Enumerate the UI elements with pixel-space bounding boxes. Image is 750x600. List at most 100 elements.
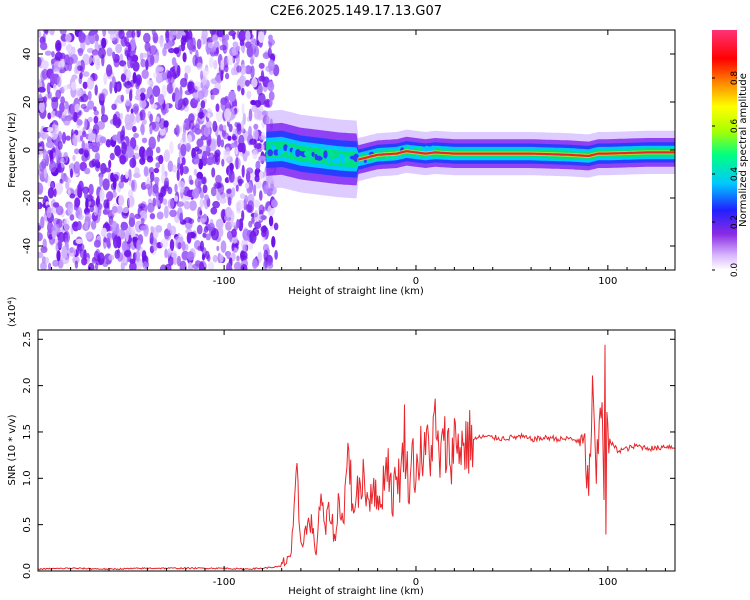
noise-speckle	[101, 227, 107, 236]
noise-speckle	[258, 62, 265, 69]
noise-speckle	[38, 56, 42, 67]
noise-speckle	[248, 220, 253, 228]
noise-speckle	[44, 50, 52, 56]
noise-speckle	[254, 175, 260, 183]
y-tick-label: 0.0	[22, 563, 33, 579]
noise-speckle	[80, 103, 87, 109]
snr-x-ticks: -100 0 100	[50, 330, 666, 588]
noise-speckle	[109, 81, 113, 94]
noise-speckle	[102, 209, 108, 215]
noise-speckle	[159, 264, 168, 270]
noise-speckle	[77, 65, 83, 72]
noise-speckle	[167, 222, 172, 231]
noise-speckle	[55, 89, 62, 100]
noise-speckle	[125, 87, 130, 95]
noise-speckle	[87, 90, 92, 101]
noise-speckle	[169, 209, 177, 218]
x-tick-label: 0	[413, 577, 419, 588]
signal-blob	[326, 156, 331, 164]
noise-speckle	[46, 206, 52, 219]
noise-speckle	[169, 225, 177, 236]
noise-speckle	[47, 175, 51, 187]
noise-speckle	[65, 135, 71, 141]
noise-speckle	[240, 120, 244, 133]
colorbar-ticks: 0.0 0.2 0.4 0.6 0.8	[712, 71, 740, 277]
noise-speckle	[241, 164, 245, 178]
noise-speckle	[141, 52, 148, 58]
noise-speckle	[75, 238, 83, 244]
y-tick-label: 1.0	[22, 470, 33, 486]
noise-speckle	[180, 143, 187, 157]
noise-speckle	[228, 123, 233, 133]
colorbar-tick-label: 0.2	[730, 215, 740, 229]
noise-speckle	[91, 49, 99, 57]
noise-speckle	[214, 150, 217, 158]
noise-speckle	[92, 128, 97, 134]
noise-speckle	[79, 72, 83, 80]
noise-speckle	[227, 232, 233, 241]
noise-speckle	[252, 128, 259, 141]
noise-speckle	[69, 214, 75, 221]
noise-speckle	[194, 158, 200, 165]
noise-speckle	[187, 261, 193, 270]
noise-speckle	[229, 162, 234, 171]
noise-speckle	[196, 38, 202, 50]
noise-speckle	[254, 108, 261, 120]
noise-speckle	[221, 158, 225, 167]
noise-speckle	[86, 76, 95, 90]
noise-speckle	[71, 74, 78, 80]
noise-speckle	[41, 60, 49, 70]
noise-speckle	[99, 174, 103, 188]
x-tick-label: 100	[598, 577, 617, 588]
noise-speckle	[254, 221, 262, 229]
noise-speckle	[121, 240, 128, 253]
noise-speckle	[94, 41, 99, 52]
noise-speckle	[77, 186, 83, 199]
noise-speckle	[93, 115, 99, 124]
noise-speckle	[66, 56, 74, 66]
noise-speckle	[227, 196, 232, 206]
noise-speckle	[181, 241, 186, 251]
colorbar-tick-label: 0.4	[730, 167, 740, 182]
noise-speckle	[40, 216, 45, 229]
noise-speckle	[196, 62, 203, 70]
x-tick-label: -100	[213, 577, 236, 588]
noise-speckle	[189, 200, 197, 212]
noise-speckle	[97, 120, 105, 130]
noise-speckle	[59, 52, 66, 59]
noise-speckle	[149, 54, 155, 66]
noise-speckle	[173, 257, 178, 265]
noise-speckle	[244, 182, 250, 189]
noise-speckle	[134, 95, 141, 101]
noise-speckle	[269, 99, 273, 107]
noise-speckle	[223, 151, 231, 162]
colorbar-label: Normalized spectral amplitude	[738, 73, 749, 227]
noise-speckle	[134, 167, 140, 176]
noise-speckle	[100, 114, 109, 123]
snr-series-line	[38, 344, 675, 571]
noise-speckle	[108, 254, 115, 261]
noise-speckle	[70, 168, 73, 178]
snr-frame	[37, 329, 676, 572]
noise-speckle	[248, 242, 254, 250]
noise-speckle	[176, 65, 181, 77]
noise-speckle	[76, 119, 83, 126]
noise-speckle	[157, 134, 161, 143]
noise-speckle	[186, 39, 194, 51]
noise-speckle	[196, 224, 203, 235]
noise-speckle	[224, 64, 229, 73]
noise-speckle	[171, 164, 178, 173]
noise-speckle	[166, 102, 169, 111]
noise-speckle	[128, 217, 136, 228]
noise-speckle	[207, 112, 211, 119]
noise-speckle	[249, 138, 257, 145]
noise-speckle	[104, 167, 112, 173]
noise-speckle	[252, 259, 258, 269]
noise-speckle	[47, 112, 52, 120]
noise-speckle	[73, 161, 81, 174]
noise-speckle	[271, 199, 278, 208]
noise-speckle	[139, 99, 147, 109]
noise-speckle	[128, 195, 135, 208]
noise-speckle	[167, 198, 175, 209]
noise-speckle	[200, 100, 206, 109]
